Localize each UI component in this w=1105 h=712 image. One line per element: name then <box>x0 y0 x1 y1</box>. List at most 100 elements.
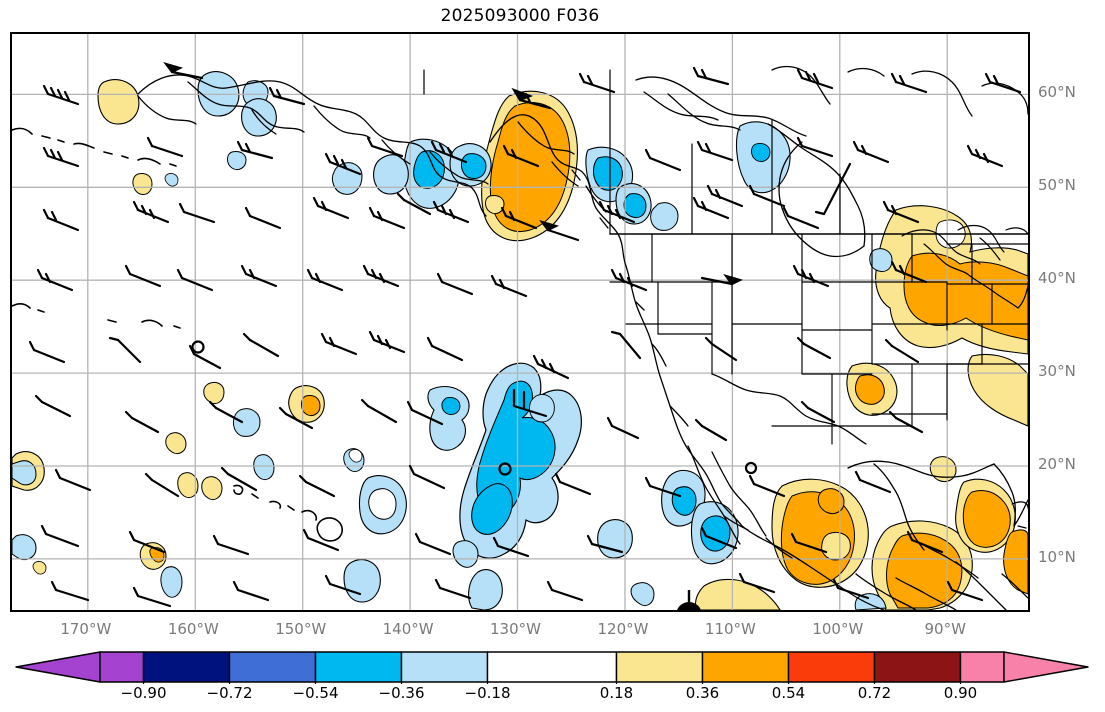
coastline-hawaii <box>233 484 343 542</box>
wind-barb <box>146 136 184 158</box>
wind-barb <box>368 330 406 354</box>
wind-barb <box>42 84 80 106</box>
wind-barb <box>598 200 636 224</box>
wind-barb <box>890 260 928 284</box>
wind-barb <box>490 274 528 298</box>
lon-tick-label: 110°W <box>704 620 756 638</box>
wind-barb <box>132 200 170 224</box>
wind-barb <box>178 202 216 224</box>
wind-barb <box>268 86 306 106</box>
coastline-us-west <box>625 265 743 527</box>
calm-station-marker <box>498 462 512 476</box>
colorbar-cell <box>701 651 790 683</box>
wind-barb <box>796 68 834 90</box>
wind-barb <box>242 332 280 358</box>
coastline-hudson-bay <box>767 123 866 247</box>
lat-tick-label: 30°N <box>1038 362 1076 381</box>
wind-barb <box>132 586 172 608</box>
calm-station-marker <box>191 340 205 354</box>
wind-barb <box>512 388 548 418</box>
wind-barb <box>302 528 340 552</box>
storm-center-marker <box>677 590 701 610</box>
colorbar-cell <box>959 651 1005 683</box>
coastline-bc-panhandle <box>489 114 627 267</box>
lon-tick-label: 150°W <box>275 620 327 638</box>
wind-barb <box>578 72 616 94</box>
wind-barb <box>644 476 682 498</box>
wind-barb <box>244 206 282 230</box>
wind-barb <box>800 400 836 424</box>
wind-barb <box>360 398 398 424</box>
wind-barb <box>54 468 92 492</box>
colorbar-cell <box>873 651 962 683</box>
colorbar-cell <box>486 651 618 683</box>
wind-barb <box>796 336 832 360</box>
geography-layer <box>12 65 1028 610</box>
coastline-great-lakes <box>901 224 1028 309</box>
wind-barb <box>362 264 400 288</box>
wind-barb <box>40 524 80 548</box>
wind-barb <box>790 532 828 554</box>
wind-barb <box>502 144 540 168</box>
wind-barb <box>406 400 444 426</box>
wind-barb <box>176 268 214 292</box>
lon-tick-label: 120°W <box>597 620 649 638</box>
wind-barb <box>696 140 734 162</box>
lon-tick-label: 140°W <box>382 620 434 638</box>
wind-barb <box>108 336 142 364</box>
wind-barb <box>434 578 472 600</box>
colorbar-tick-label: 0.54 <box>771 684 806 702</box>
wind-barb <box>436 272 474 296</box>
colorbar-tick-label: −0.90 <box>120 684 167 702</box>
coastline-alaska <box>137 74 487 217</box>
wind-barb <box>610 268 648 292</box>
wind-barb <box>500 206 538 230</box>
wind-barb <box>414 532 452 556</box>
wind-barb <box>220 466 258 492</box>
coastline-gulf-florida <box>847 460 995 478</box>
wind-barb <box>324 574 362 596</box>
wind-barb <box>240 264 278 288</box>
wind-barb <box>748 184 786 208</box>
wind-barb <box>814 162 852 216</box>
wind-barb <box>128 530 166 554</box>
fill-region-central-mexico <box>771 478 869 588</box>
wind-barb <box>539 220 580 242</box>
wind-barb <box>532 354 570 380</box>
lat-tick-label: 40°N <box>1038 269 1076 288</box>
gridline-layer <box>12 34 1028 610</box>
wind-barb <box>163 62 204 80</box>
wind-barb <box>368 206 406 230</box>
wind-barb <box>854 470 892 494</box>
colorbar-cell <box>400 651 489 683</box>
wind-barb <box>124 410 160 434</box>
coastline-canada-arctic <box>635 76 807 137</box>
colorbar-tick-label: −0.72 <box>206 684 253 702</box>
wind-barb <box>706 184 744 208</box>
wind-barb <box>984 72 1022 94</box>
wind-barb <box>36 268 74 292</box>
wind-barb <box>42 146 80 168</box>
wind-barb <box>34 394 72 418</box>
wind-barb <box>492 536 530 558</box>
colorbar-cell <box>615 651 704 683</box>
wind-barb <box>306 268 344 292</box>
wind-barb <box>748 474 786 498</box>
wind-barb <box>124 264 162 288</box>
colorbar-svg <box>15 651 1089 684</box>
wind-barb <box>606 416 640 440</box>
border-us-mexico <box>711 373 867 445</box>
fill-region-se-alaska-bc <box>481 90 578 242</box>
colorbar-tick-label: 0.36 <box>685 684 720 702</box>
wind-barb <box>554 472 592 496</box>
wind-barb <box>704 336 738 362</box>
wind-barb <box>511 87 552 110</box>
coastline-caribbean <box>1011 501 1028 529</box>
map-axes <box>10 32 1030 612</box>
wind-barb <box>212 534 250 556</box>
colorbar-over-arrow <box>1003 651 1089 683</box>
colorbar-cell <box>228 651 317 683</box>
wind-barb <box>700 526 738 550</box>
wind-barb <box>430 140 468 164</box>
colorbar-tick-label: 0.72 <box>857 684 892 702</box>
